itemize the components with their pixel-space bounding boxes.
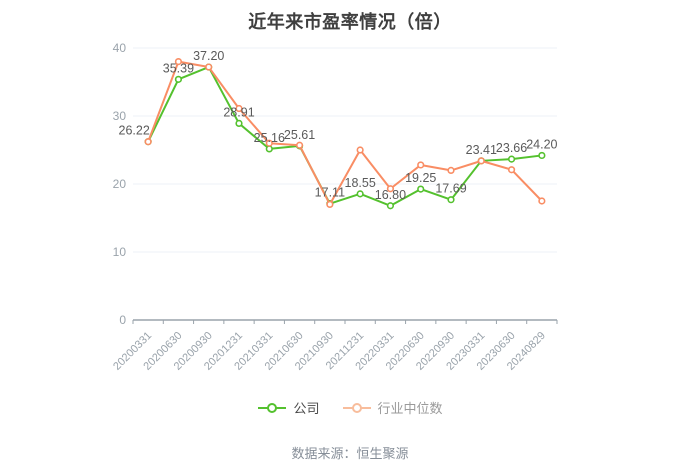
legend-item-industry-median[interactable]: 行业中位数: [342, 398, 443, 417]
company-point[interactable]: [417, 185, 425, 193]
company-point[interactable]: [386, 202, 395, 210]
value-label: 37.20: [193, 49, 224, 63]
legend-label-industry-median: 行业中位数: [377, 401, 443, 416]
industry-median-point[interactable]: [386, 185, 395, 193]
y-axis-label: 20: [113, 177, 127, 191]
value-label: 19.25: [405, 171, 436, 185]
industry-median-point[interactable]: [205, 63, 213, 71]
value-label: 25.16: [254, 131, 285, 145]
value-label: 17.69: [435, 182, 466, 196]
company-point[interactable]: [235, 119, 243, 128]
value-label: 23.66: [496, 141, 527, 155]
industry-legend-marker-icon: [342, 402, 371, 413]
company-point[interactable]: [447, 196, 455, 204]
value-label: 26.22: [119, 124, 150, 138]
legend-label-company: 公司: [293, 401, 320, 416]
value-label: 25.61: [284, 128, 315, 142]
y-axis-label: 40: [113, 41, 127, 55]
value-label: 18.55: [345, 176, 376, 190]
company-legend-marker-icon: [258, 402, 287, 413]
industry-median-point[interactable]: [507, 166, 516, 174]
data-source-note: 数据来源：恒生聚源: [291, 446, 409, 461]
y-axis-label: 30: [113, 109, 127, 123]
industry-median-point[interactable]: [265, 139, 273, 147]
y-axis-label: 0: [119, 313, 126, 327]
chart-title: 近年来市盈率情况（倍）: [248, 12, 452, 32]
value-label: 17.11: [315, 186, 345, 200]
company-line: [147, 66, 542, 207]
industry-median-point[interactable]: [538, 197, 546, 205]
company-point[interactable]: [507, 155, 516, 163]
value-label: 16.80: [375, 188, 406, 202]
industry-median-point[interactable]: [447, 166, 455, 174]
industry-median-point[interactable]: [144, 138, 152, 146]
y-axis-label: 10: [113, 245, 127, 259]
industry-median-point[interactable]: [356, 146, 364, 154]
legend-item-company[interactable]: 公司: [257, 398, 320, 417]
industry-median-point[interactable]: [326, 200, 334, 208]
value-label: 24.20: [526, 137, 557, 151]
value-label: 23.41: [466, 143, 497, 157]
company-point[interactable]: [265, 145, 273, 153]
value-label: 28.91: [223, 105, 254, 119]
company-point[interactable]: [538, 151, 546, 160]
value-label: 35.39: [163, 61, 194, 75]
company-point[interactable]: [174, 75, 183, 83]
industry-median-point[interactable]: [477, 157, 485, 165]
industry-median-point[interactable]: [174, 57, 183, 66]
company-point[interactable]: [356, 190, 364, 198]
industry-median-point[interactable]: [235, 104, 243, 113]
chart-legend: 公司 行业中位数: [0, 398, 700, 417]
industry-median-line: [147, 60, 543, 206]
line-chart-canvas[interactable]: 0102030402020033120200630202009302020123…: [0, 0, 700, 395]
industry-median-point[interactable]: [417, 161, 425, 169]
industry-median-point[interactable]: [295, 141, 304, 149]
